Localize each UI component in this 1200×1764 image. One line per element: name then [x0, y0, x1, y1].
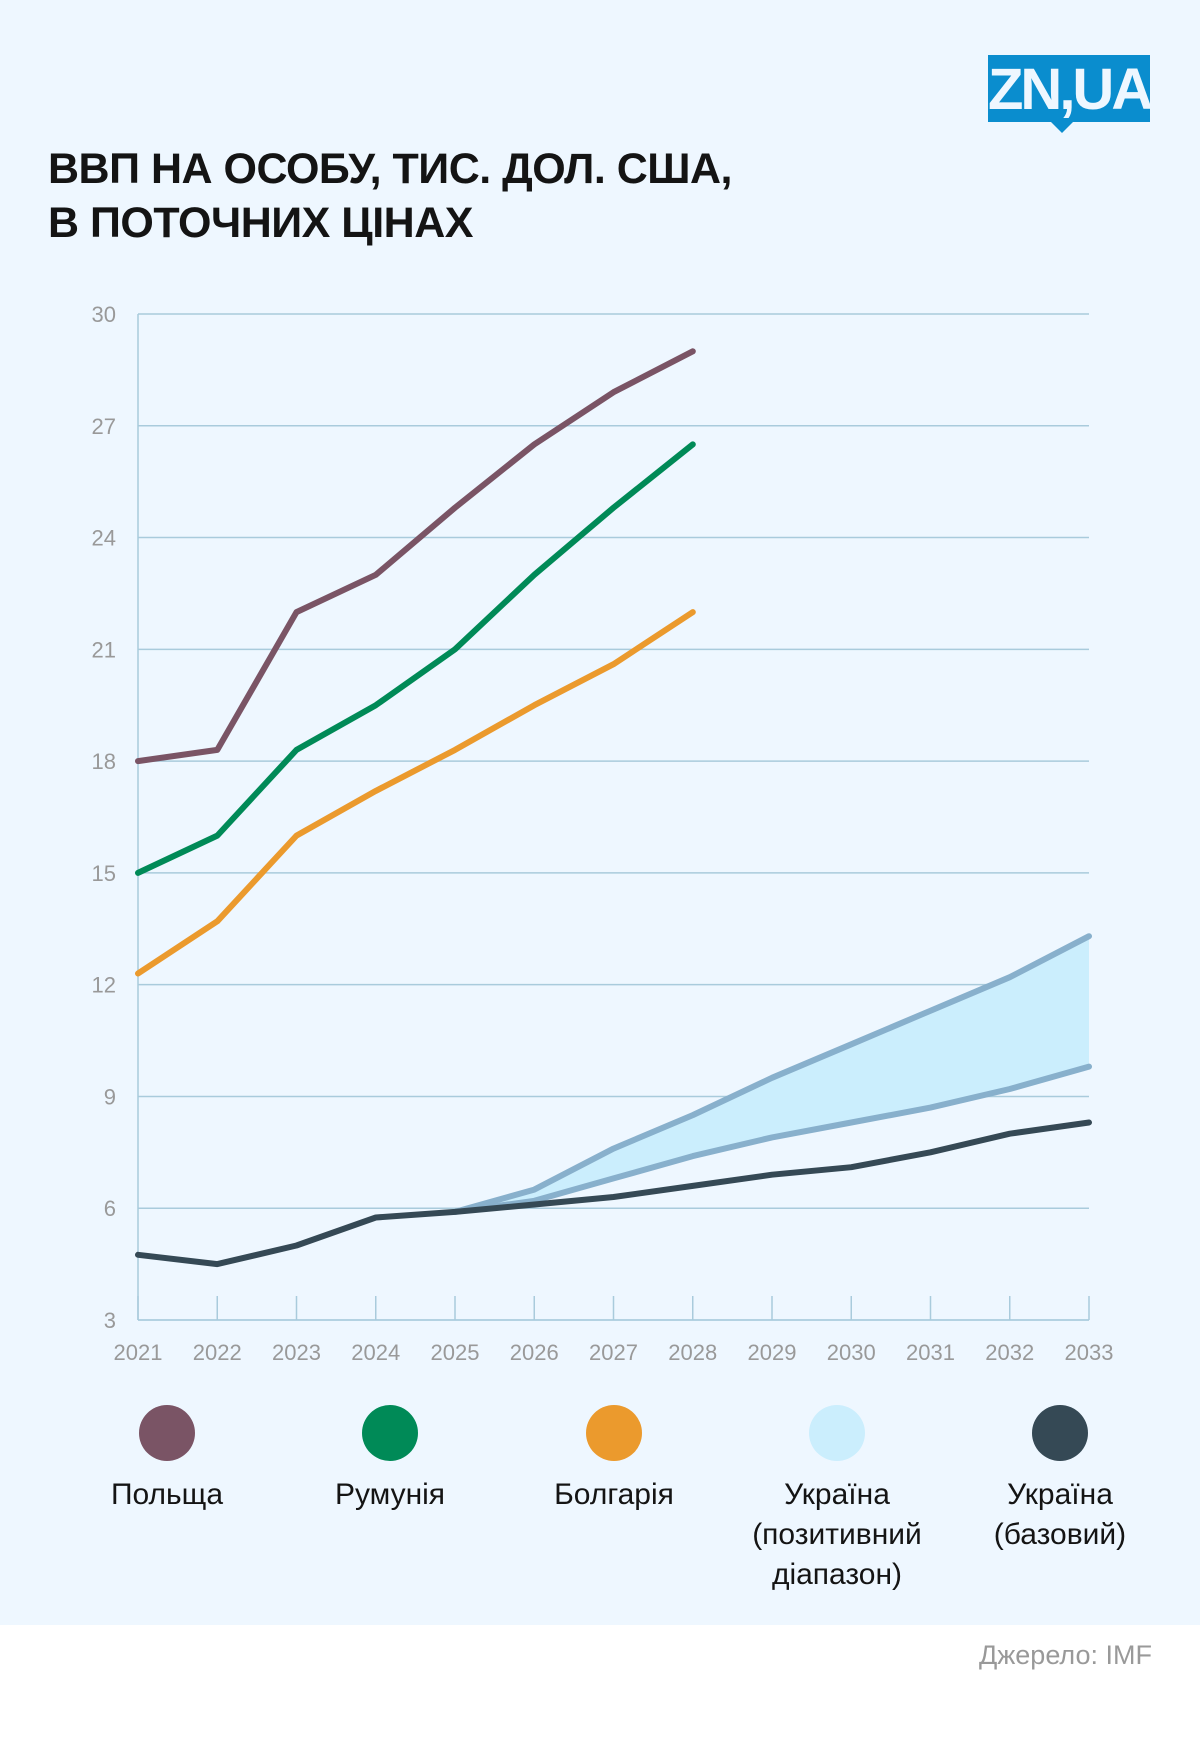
x-tick-label: 2033: [1065, 1340, 1114, 1365]
ukraine-positive-upper-line: [452, 933, 1092, 1215]
y-tick-label: 30: [92, 302, 116, 327]
legend-label: Україна (позитивний діапазон): [727, 1475, 947, 1595]
legend-swatch: [809, 1405, 865, 1461]
legend-label-line: Болгарія: [554, 1478, 674, 1511]
legend-label-line: Польща: [110, 1478, 224, 1511]
chart-title: ВВП НА ОСОБУ, ТИС. ДОЛ. США, В ПОТОЧНИХ …: [48, 142, 732, 250]
y-tick-label: 18: [92, 749, 116, 774]
legend-swatch: [1032, 1405, 1088, 1461]
poland-line: [135, 348, 696, 765]
chart-title-line-1: ВВП НА ОСОБУ, ТИС. ДОЛ. США,: [48, 145, 732, 193]
logo-speech-tail: [1050, 121, 1074, 133]
x-tick-label: 2030: [827, 1340, 876, 1365]
x-tick-label: 2026: [510, 1340, 559, 1365]
y-tick-label: 24: [92, 526, 116, 551]
legend-label: Румунія: [280, 1475, 500, 1515]
x-tick-label: 2028: [668, 1340, 717, 1365]
legend-label-line: (позитивний: [752, 1518, 922, 1551]
y-tick-label: 12: [92, 973, 116, 998]
y-tick-label: 15: [92, 861, 116, 886]
x-tick-label: 2025: [431, 1340, 480, 1365]
legend-label-line: Україна: [784, 1478, 890, 1511]
bulgaria-line: [135, 609, 696, 977]
source-note: Джерело: IMF: [978, 1640, 1152, 1670]
x-tick-label: 2021: [114, 1340, 163, 1365]
x-tick-label: 2027: [589, 1340, 638, 1365]
legend-swatch: [139, 1405, 195, 1461]
x-axis-ticks: 2021 2022 2023 2024 2025 2026 2027 2028 2029 2030…: [114, 1296, 1114, 1365]
logo-box: [988, 55, 1150, 122]
legend: Польща Румунія Болгарія Україна (позитивний д…: [0, 1405, 1200, 1605]
ukraine-base-line: [135, 1119, 1092, 1268]
legend-label-line: діапазон): [771, 1558, 903, 1591]
legend-item: Румунія: [280, 1405, 500, 1515]
legend-label: Болгарія: [504, 1475, 724, 1515]
legend-item: Польща: [57, 1405, 277, 1515]
brand-logo[interactable]: ZN,UA: [988, 55, 1153, 135]
y-tick-label: 27: [92, 414, 116, 439]
legend-swatch: [362, 1405, 418, 1461]
legend-item: Україна (позитивний діапазон): [727, 1405, 947, 1595]
legend-label-line: (базовий): [993, 1518, 1127, 1551]
x-tick-label: 2031: [906, 1340, 955, 1365]
legend-label-line: Румунія: [334, 1478, 446, 1511]
romania-line: [135, 441, 696, 876]
y-axis-ticks: 3 6 9 12 15 18 21 24 27 30: [92, 302, 116, 1333]
y-tick-label: 21: [92, 637, 116, 662]
y-tick-label: 9: [104, 1084, 116, 1109]
y-tick-label: 3: [104, 1308, 116, 1333]
legend-label: Польща: [57, 1475, 277, 1515]
x-tick-label: 2032: [985, 1340, 1034, 1365]
logo-text: ZN,UA: [988, 57, 1153, 122]
x-tick-label: 2023: [272, 1340, 321, 1365]
chart-title-line-2: В ПОТОЧНИХ ЦІНАХ: [48, 199, 473, 247]
x-tick-label: 2024: [351, 1340, 400, 1365]
series-group: [135, 348, 1092, 1268]
ukraine-positive-band-fill: [455, 936, 1089, 1212]
x-tick-label: 2029: [748, 1340, 797, 1365]
y-tick-label: 6: [104, 1196, 116, 1221]
legend-label-line: Україна: [1007, 1478, 1113, 1511]
chart-panel: [0, 0, 1200, 1625]
legend-swatch: [586, 1405, 642, 1461]
ukraine-positive-lower-line: [452, 1063, 1092, 1215]
legend-item: Україна (базовий): [950, 1405, 1170, 1555]
legend-item: Болгарія: [504, 1405, 724, 1515]
legend-label: Україна (базовий): [950, 1475, 1170, 1555]
x-tick-label: 2022: [193, 1340, 242, 1365]
